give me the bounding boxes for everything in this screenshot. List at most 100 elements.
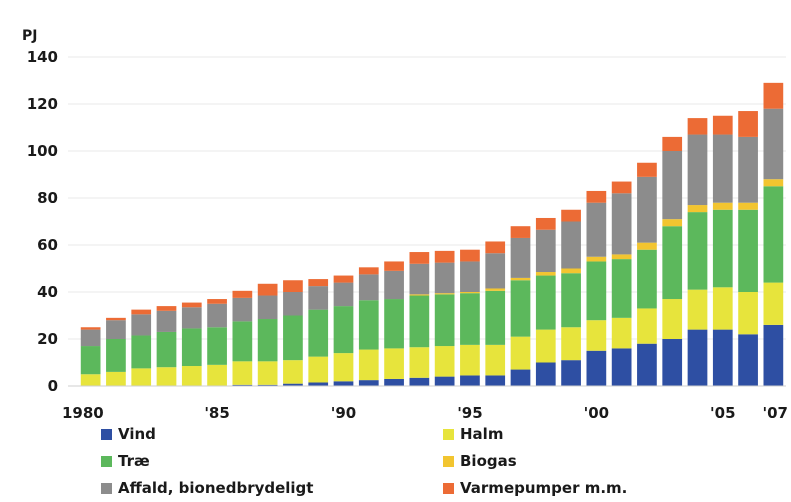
bar-halm-1986 [232,361,253,385]
legend-label: Halm [460,425,503,443]
bar-halm-2005 [712,287,733,330]
bar-træ-1984 [181,328,202,367]
bar-varmepumper-m-m-1982 [131,309,152,315]
bar-varmepumper-m-m-1989 [308,279,329,287]
bar-affald-bionedbrydeligt-1980 [80,329,101,347]
legend-item-varmepumper-m-m: Varmepumper m.m. [443,479,627,497]
legend-swatch [443,456,454,467]
bar-varmepumper-m-m-2004 [687,118,708,135]
bar-affald-bionedbrydeligt-1987 [257,295,278,320]
bar-varmepumper-m-m-1997 [510,226,531,238]
bar-varmepumper-m-m-1990 [333,275,354,283]
bar-træ-2004 [687,212,708,290]
bar-varmepumper-m-m-2007 [763,82,784,109]
bar-affald-bionedbrydeligt-1982 [131,314,152,336]
bar-varmepumper-m-m-1993 [409,252,430,264]
bar-vind-2006 [738,334,758,386]
bar-affald-bionedbrydeligt-1997 [510,237,531,278]
bar-varmepumper-m-m-1998 [535,217,556,230]
bar-affald-bionedbrydeligt-1983 [156,310,177,332]
bars [80,82,784,386]
legend-label: Affald, bionedbrydeligt [118,479,313,497]
legend-label: Vind [118,425,156,443]
bar-vind-1987 [257,384,278,386]
bar-halm-1998 [535,329,556,363]
x-tick-label: '05 [710,404,735,422]
y-tick-label: 100 [27,142,58,160]
bar-halm-1987 [257,361,278,385]
bar-affald-bionedbrydeligt-1988 [283,292,303,316]
bar-biogas-2001 [611,254,632,260]
bar-vind-1994 [434,376,455,386]
bar-halm-1999 [561,327,581,361]
bar-træ-2007 [763,186,784,283]
axes: PJ 0 20 40 60 80 100 120 140 1980 '85 '90 '95 '00 '05… [22,28,788,422]
legend-swatch [101,456,112,467]
bar-halm-2004 [687,289,708,330]
legend: Vind Halm Træ Biogas Affald, bionedbrydeligt… [101,425,627,497]
bar-varmepumper-m-m-2002 [637,162,657,177]
bar-biogas-1996 [485,288,506,291]
bar-vind-1999 [561,360,581,386]
bar-træ-1997 [510,280,531,337]
x-tick-label: '00 [584,404,609,422]
bar-varmepumper-m-m-1987 [257,283,278,296]
bar-biogas-2000 [586,256,607,262]
bar-affald-bionedbrydeligt-2005 [712,134,733,203]
bar-affald-bionedbrydeligt-1990 [333,282,354,307]
bar-affald-bionedbrydeligt-2001 [611,193,632,255]
bar-halm-1994 [434,346,455,377]
y-tick-label: 20 [37,330,58,348]
legend-item-biogas: Biogas [443,452,517,470]
bar-vind-1996 [485,375,506,386]
bar-varmepumper-m-m-1984 [181,302,202,308]
bar-affald-bionedbrydeligt-2006 [738,136,758,203]
y-tick-label: 40 [37,283,58,301]
bar-halm-2001 [611,317,632,349]
bar-træ-2003 [662,226,683,300]
bar-vind-1993 [409,377,430,386]
bar-varmepumper-m-m-1983 [156,306,177,311]
bar-vind-2001 [611,348,632,386]
bar-halm-1996 [485,344,506,376]
bar-halm-1984 [181,366,202,386]
bar-varmepumper-m-m-1981 [106,317,126,321]
bar-affald-bionedbrydeligt-1991 [358,274,379,301]
bar-vind-1997 [510,369,531,386]
bar-halm-2006 [738,292,758,335]
bar-træ-1986 [232,321,253,362]
bar-vind-2000 [586,350,607,386]
y-tick-label: 120 [27,95,58,113]
bar-biogas-2004 [687,205,708,213]
bar-biogas-2003 [662,219,683,227]
legend-item-affald-bionedbrydeligt: Affald, bionedbrydeligt [101,479,313,497]
x-tick-label: '90 [331,404,356,422]
legend-item-halm: Halm [443,425,503,443]
bar-varmepumper-m-m-1980 [80,327,101,330]
bar-halm-1981 [106,371,126,386]
bar-halm-1982 [131,368,152,386]
bar-affald-bionedbrydeligt-1999 [561,221,581,269]
bar-affald-bionedbrydeligt-1992 [384,270,404,300]
bar-varmepumper-m-m-1985 [207,299,227,304]
bar-halm-1997 [510,336,531,370]
bar-træ-1998 [535,275,556,330]
bar-vind-2003 [662,339,683,386]
bar-varmepumper-m-m-2000 [586,190,607,203]
bar-varmepumper-m-m-1988 [283,280,303,292]
x-tick-label: 1980 [62,404,104,422]
bar-affald-bionedbrydeligt-1996 [485,253,506,289]
bar-halm-1980 [80,374,101,386]
bar-biogas-2005 [712,202,733,210]
bar-vind-1990 [333,381,354,386]
bar-affald-bionedbrydeligt-1986 [232,297,253,322]
bar-træ-2000 [586,261,607,321]
bar-halm-1993 [409,347,430,378]
bar-vind-1991 [358,380,379,386]
bar-varmepumper-m-m-1992 [384,261,404,271]
bar-varmepumper-m-m-1999 [561,209,581,222]
bar-vind-2004 [687,329,708,386]
bar-vind-1989 [308,382,329,386]
bar-træ-1980 [80,346,101,375]
bar-træ-1992 [384,299,404,349]
